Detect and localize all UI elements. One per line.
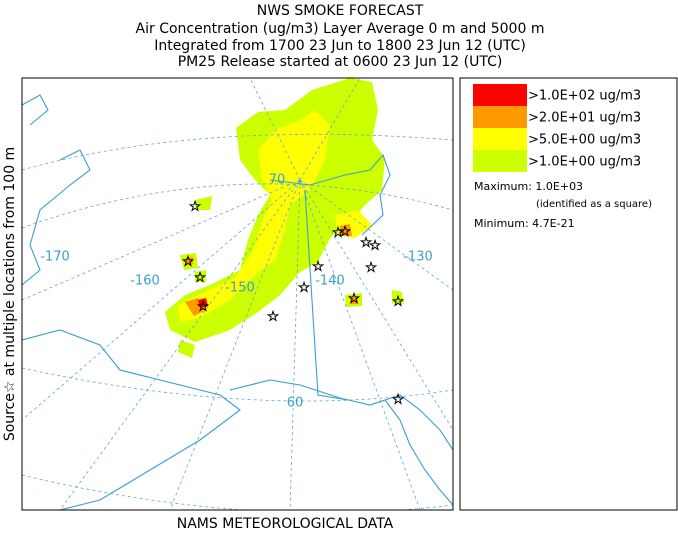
svg-text:☆: ☆: [298, 280, 311, 296]
legend-swatch: [473, 84, 527, 106]
legend-label: >5.0E+00 ug/m3: [528, 133, 641, 148]
legend-swatch: [473, 150, 527, 172]
lon-label: -170: [40, 250, 70, 265]
lon-label: -130: [403, 250, 433, 265]
subtitle: Integrated from 1700 23 Jun to 1800 23 J…: [154, 38, 526, 54]
coastline: [22, 94, 453, 510]
svg-text:☆: ☆: [360, 235, 373, 251]
subtitle: Air Concentration (ug/m3) Layer Average …: [136, 21, 545, 37]
map: ☆☆☆ ☆☆☆ ☆☆☆ ☆☆☆ ☆☆☆ -170 -160 -150 -140 …: [21, 77, 454, 511]
legend: Maximum: 1.0E+03 (identified as a square…: [459, 77, 678, 511]
svg-text:☆: ☆: [365, 260, 378, 276]
svg-text:☆: ☆: [392, 392, 405, 408]
footer: NAMS METEOROLOGICAL DATA: [177, 516, 394, 532]
svg-text:☆: ☆: [332, 225, 345, 241]
lon-label: -150: [225, 281, 255, 296]
svg-text:☆: ☆: [339, 224, 352, 240]
legend-label: >1.0E+02 ug/m3: [528, 89, 641, 104]
sources: ☆☆☆ ☆☆☆ ☆☆☆ ☆☆☆ ☆☆☆: [181, 199, 405, 409]
map-frame: [21, 77, 454, 511]
svg-text:☆: ☆: [312, 259, 325, 275]
legend-label: >1.0E+00 ug/m3: [528, 155, 641, 170]
lat-label: 60: [287, 396, 304, 411]
subtitle: PM25 Release started at 0600 23 Jun 12 (…: [178, 54, 503, 70]
lon-label: -160: [130, 274, 160, 289]
title: NWS SMOKE FORECAST: [257, 3, 424, 19]
svg-text:☆: ☆: [189, 199, 202, 215]
maximum: Maximum: 1.0E+03: [474, 180, 583, 193]
svg-text:☆: ☆: [197, 299, 210, 315]
lon-label: -140: [315, 274, 345, 289]
lat-label: 70: [269, 173, 286, 188]
legend-label: >2.0E+01 ug/m3: [528, 111, 641, 126]
legend-swatch: [473, 106, 527, 128]
legend-swatch: [473, 128, 527, 150]
svg-text:☆: ☆: [369, 238, 382, 254]
side-label: Source☆ at multiple locations from 100 m: [2, 147, 18, 441]
svg-text:☆: ☆: [194, 270, 207, 286]
svg-text:☆: ☆: [267, 309, 280, 325]
svg-text:☆: ☆: [182, 254, 195, 270]
svg-text:☆: ☆: [392, 294, 405, 310]
graticule: [22, 78, 453, 510]
legend-frame: [459, 77, 678, 511]
svg-text:☆: ☆: [348, 291, 361, 307]
minimum: Minimum: 4.7E-21: [474, 217, 575, 230]
maximum-note: (identified as a square): [536, 199, 652, 210]
